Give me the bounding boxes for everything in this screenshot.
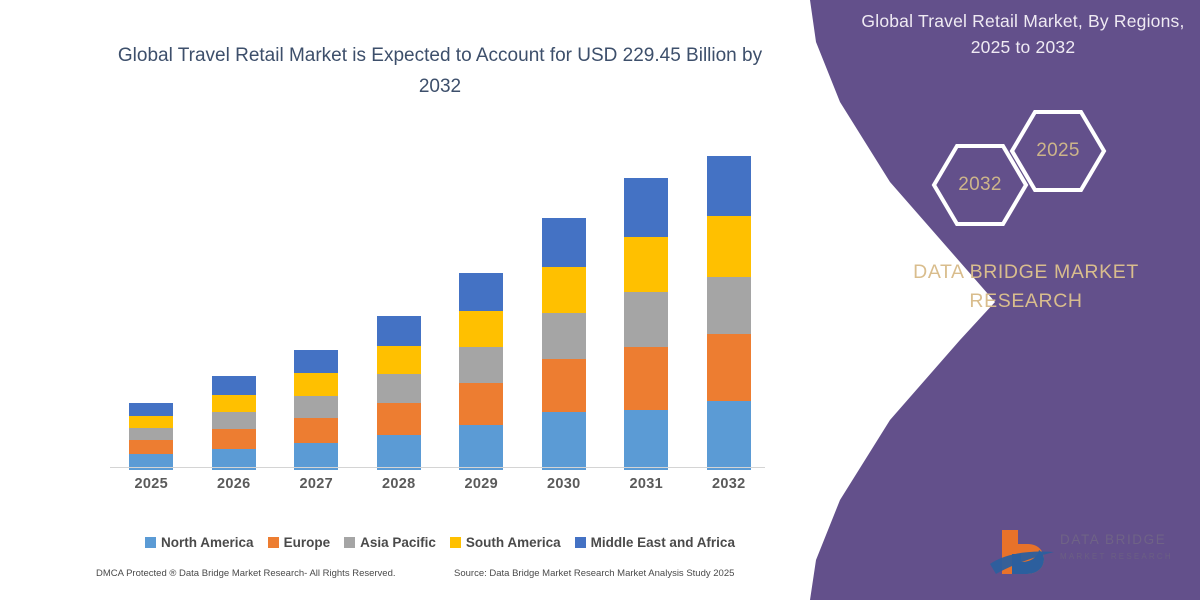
x-tick-2031: 2031: [629, 476, 663, 492]
hexagon-badge-2032: 2032: [930, 142, 1030, 228]
bar-2027: [294, 350, 339, 470]
bar-segment: [211, 448, 256, 470]
bar-segment: [211, 394, 256, 412]
data-bridge-logo: DATA BRIDGE MARKET RESEARCH: [988, 524, 1188, 580]
stacked-bar-chart: [110, 145, 770, 470]
bar-segment: [541, 266, 586, 314]
bar-2025: [129, 402, 174, 470]
hexagon-badge-2032-label: 2032: [958, 174, 1002, 195]
logo-main-text: DATA BRIDGE: [1060, 532, 1167, 547]
legend-label: Europe: [283, 534, 331, 550]
bar-segment: [376, 346, 421, 375]
bar-segment: [624, 236, 669, 292]
legend-label: Middle East and Africa: [590, 534, 735, 550]
bar-segment: [706, 216, 751, 277]
x-tick-2028: 2028: [382, 476, 416, 492]
legend-swatch-icon: [267, 536, 279, 548]
x-tick-2030: 2030: [547, 476, 581, 492]
x-tick-2032: 2032: [712, 476, 746, 492]
bar-2031: [624, 178, 669, 470]
bar-segment: [129, 427, 174, 440]
bar-segment: [541, 218, 586, 267]
legend-label: Asia Pacific: [360, 534, 436, 550]
x-tick-2029: 2029: [464, 476, 498, 492]
legend-label: South America: [465, 534, 561, 550]
brand-name: DATA BRIDGE MARKET RESEARCH: [913, 261, 1139, 312]
chart-legend: North America Europe Asia Pacific South Ame…: [110, 531, 770, 553]
legend-swatch-icon: [145, 536, 157, 548]
bar-segment: [706, 156, 751, 217]
bar-segment: [706, 276, 751, 335]
bar-segment: [129, 453, 174, 470]
hexagon-badge-2025-label: 2025: [1036, 140, 1080, 161]
bar-segment: [376, 434, 421, 470]
data-bridge-b-icon: [990, 530, 1054, 574]
legend-item[interactable]: Asia Pacific: [344, 535, 436, 550]
bar-segment: [541, 411, 586, 470]
bar-segment: [459, 383, 504, 425]
legend-label: North America: [161, 534, 254, 550]
x-tick-2026: 2026: [217, 476, 251, 492]
dmca-notice: DMCA Protected ® Data Bridge Market Rese…: [96, 568, 396, 579]
bar-segment: [459, 347, 504, 384]
bar-segment: [706, 400, 751, 470]
bar-segment: [706, 334, 751, 401]
bar-2032: [706, 156, 751, 470]
legend-swatch-icon: [449, 536, 461, 548]
legend-item[interactable]: South America: [449, 534, 561, 550]
legend-item[interactable]: Europe: [267, 534, 331, 550]
bar-segment: [459, 424, 504, 470]
legend-item[interactable]: Middle East and Africa: [574, 534, 735, 550]
x-axis-line: [110, 467, 765, 468]
bar-segment: [376, 316, 421, 347]
bar-segment: [459, 272, 504, 312]
bar-segment: [211, 376, 256, 395]
bar-segment: [211, 411, 256, 429]
bar-segment: [376, 374, 421, 403]
bar-segment: [211, 428, 256, 449]
panel-title: Global Travel Retail Market, By Regions,…: [861, 11, 1185, 57]
source-note: Source: Data Bridge Market Research Mark…: [454, 568, 735, 579]
legend-item[interactable]: North America: [145, 535, 254, 550]
page-title: Global Travel Retail Market is Expected …: [117, 45, 763, 97]
x-tick-2025: 2025: [134, 476, 168, 492]
bar-segment: [294, 395, 339, 418]
bar-segment: [294, 442, 339, 470]
hexagon-badge-2025: 2025: [1008, 108, 1108, 194]
bar-segment: [129, 415, 174, 428]
legend-swatch-icon: [344, 536, 356, 548]
bar-segment: [294, 350, 339, 374]
bar-segment: [624, 178, 669, 237]
logo-sub-text: MARKET RESEARCH: [1060, 552, 1173, 561]
bar-segment: [624, 347, 669, 410]
x-axis-tick-labels: 2025 2026 2027 2028 2029 2030 2031 2032: [110, 476, 770, 498]
bar-2030: [541, 218, 586, 470]
bar-segment: [294, 417, 339, 443]
bar-segment: [129, 439, 174, 454]
bar-2026: [211, 376, 256, 470]
bar-segment: [541, 313, 586, 360]
hexagon-outline-icon: [1009, 110, 1107, 192]
bar-segment: [129, 402, 174, 416]
bar-segment: [376, 402, 421, 435]
bar-segment: [294, 373, 339, 396]
legend-swatch-icon: [574, 536, 586, 548]
bar-segment: [459, 311, 504, 348]
x-tick-2027: 2027: [299, 476, 333, 492]
hexagon-badges: 2032 2025: [930, 108, 1120, 228]
bar-2029: [459, 272, 504, 470]
bar-segment: [624, 409, 669, 470]
bar-2028: [376, 316, 421, 470]
hexagon-outline-icon: [931, 144, 1029, 226]
bar-segment: [541, 359, 586, 412]
bar-segment: [624, 291, 669, 348]
footer: DMCA Protected ® Data Bridge Market Rese…: [96, 568, 796, 584]
